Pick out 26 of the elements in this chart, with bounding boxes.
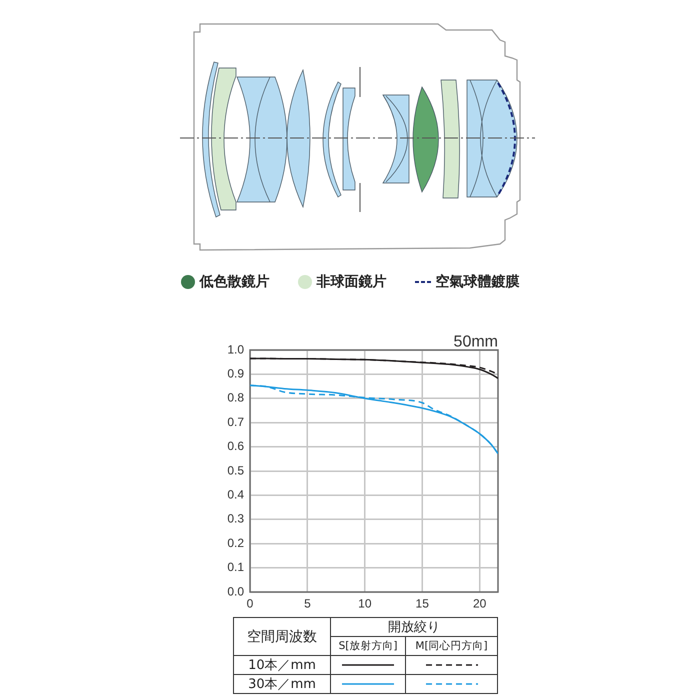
y-tick-label: 0.0 [227, 584, 244, 598]
y-tick-label: 0.5 [227, 463, 244, 478]
y-tick-label: 0.8 [227, 390, 244, 405]
y-tick-label: 0.2 [227, 536, 244, 550]
x-tick-label: 5 [304, 596, 312, 611]
y-tick-label: 0.3 [227, 512, 244, 526]
text: 開放絞り [330, 618, 498, 636]
y-tick-label: 0.1 [227, 560, 244, 574]
text: S[放射方向] [330, 636, 406, 656]
y-tick-label: 1.0 [227, 342, 244, 356]
legend-label: 30本／mm [234, 674, 330, 694]
text: M[同心円方向] [406, 636, 498, 656]
text: 低色散鏡片 [200, 273, 270, 291]
text: 非球面鏡片 [316, 273, 386, 291]
legend-title: 空間周波数 [234, 618, 330, 656]
x-tick-label: 20 [472, 596, 487, 611]
legend-label: 10本／mm [234, 656, 330, 674]
chart-title: 50mm [454, 333, 498, 350]
y-tick-label: 0.7 [227, 414, 244, 429]
text: 空氣球體鍍膜 [436, 273, 520, 291]
x-tick-label: 10 [358, 596, 372, 611]
y-tick-label: 0.4 [227, 488, 244, 502]
y-tick-label: 0.9 [227, 366, 244, 381]
y-tick-label: 0.6 [227, 439, 244, 454]
x-tick-label: 0 [246, 596, 254, 611]
x-tick-label: 15 [416, 596, 430, 611]
